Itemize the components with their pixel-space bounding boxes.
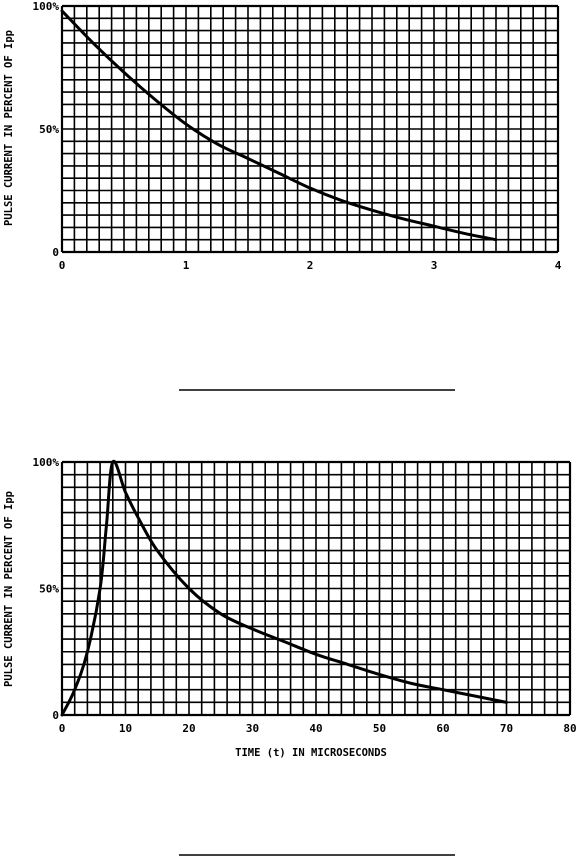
x-tick-label: 0 — [59, 722, 66, 735]
x-tick-label: 10 — [119, 722, 132, 735]
x-tick-label: 50 — [373, 722, 386, 735]
x-tick-label: 30 — [246, 722, 259, 735]
pulse-curve-bottom — [60, 459, 508, 717]
y-tick-label: 0 — [52, 246, 59, 259]
y-axis-label-bottom: PULSE CURRENT IN PERCENT OF Ipp — [3, 491, 15, 687]
x-tick-label: 60 — [436, 722, 449, 735]
x-axis-label-bottom: TIME (t) IN MICROSECONDS — [235, 747, 387, 759]
y-ticks-top: 0 50% 100% — [33, 0, 60, 259]
y-tick-label: 100% — [33, 0, 60, 13]
x-ticks-top: 0 1 2 3 4 — [59, 259, 562, 272]
x-tick-label: 0 — [59, 259, 66, 272]
x-tick-label: 80 — [563, 722, 576, 735]
x-tick-label: 2 — [307, 259, 314, 272]
x-tick-label: 40 — [309, 722, 322, 735]
x-ticks-bottom: 0 10 20 30 40 50 60 70 80 — [59, 722, 577, 735]
pulse-curve-top — [60, 9, 498, 242]
y-ticks-bottom: 0 50% 100% — [33, 456, 60, 722]
x-tick-label: 70 — [500, 722, 513, 735]
x-tick-label: 3 — [431, 259, 438, 272]
grid-bottom — [60, 460, 572, 717]
x-tick-label: 1 — [183, 259, 190, 272]
x-tick-label: 4 — [555, 259, 562, 272]
y-axis-label-top: PULSE CURRENT IN PERCENT OF Ipp — [3, 30, 15, 226]
y-tick-label: 100% — [33, 456, 60, 469]
chart-bottom: 0 50% 100% 0 10 20 30 40 50 60 70 80 PULSE CURRENT… — [3, 456, 577, 759]
y-tick-label: 50% — [39, 583, 59, 596]
y-tick-label: 50% — [39, 123, 59, 136]
grid-top — [60, 4, 560, 254]
x-tick-label: 20 — [182, 722, 195, 735]
y-tick-label: 0 — [52, 709, 59, 722]
chart-top: 0 50% 100% 0 1 2 3 4 PULSE CURRENT IN PERCENT … — [3, 0, 562, 272]
